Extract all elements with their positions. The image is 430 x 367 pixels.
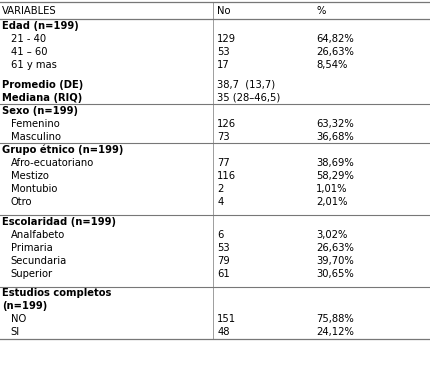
Text: 58,29%: 58,29% xyxy=(316,171,354,181)
Text: Otro: Otro xyxy=(11,197,32,207)
Text: 24,12%: 24,12% xyxy=(316,327,354,337)
Text: %: % xyxy=(316,6,326,16)
Text: Primaria: Primaria xyxy=(11,243,52,252)
Text: 2: 2 xyxy=(217,184,224,194)
Text: Grupo étnico (n=199): Grupo étnico (n=199) xyxy=(2,145,123,155)
Text: No: No xyxy=(217,6,230,16)
Text: VARIABLES: VARIABLES xyxy=(2,6,57,16)
Text: (n=199): (n=199) xyxy=(2,301,47,311)
Text: 53: 53 xyxy=(217,243,230,252)
Text: Estudios completos: Estudios completos xyxy=(2,288,111,298)
Text: 61: 61 xyxy=(217,269,230,279)
Text: 79: 79 xyxy=(217,256,230,266)
Text: 116: 116 xyxy=(217,171,236,181)
Text: Escolaridad (n=199): Escolaridad (n=199) xyxy=(2,217,116,226)
Text: Superior: Superior xyxy=(11,269,53,279)
Text: 36,68%: 36,68% xyxy=(316,132,354,142)
Text: 1,01%: 1,01% xyxy=(316,184,347,194)
Text: SI: SI xyxy=(11,327,20,337)
Text: Edad (n=199): Edad (n=199) xyxy=(2,21,79,31)
Text: 17: 17 xyxy=(217,60,230,70)
Text: 77: 77 xyxy=(217,158,230,168)
Text: Afro-ecuatoriano: Afro-ecuatoriano xyxy=(11,158,94,168)
Text: 48: 48 xyxy=(217,327,230,337)
Text: 21 - 40: 21 - 40 xyxy=(11,34,46,44)
Text: Promedio (DE): Promedio (DE) xyxy=(2,80,83,90)
Text: 30,65%: 30,65% xyxy=(316,269,354,279)
Text: 64,82%: 64,82% xyxy=(316,34,354,44)
Text: 151: 151 xyxy=(217,315,236,324)
Text: Masculino: Masculino xyxy=(11,132,61,142)
Text: Secundaria: Secundaria xyxy=(11,256,67,266)
Text: NO: NO xyxy=(11,315,26,324)
Text: Mediana (RIQ): Mediana (RIQ) xyxy=(2,93,83,103)
Text: Sexo (n=199): Sexo (n=199) xyxy=(2,106,78,116)
Text: 73: 73 xyxy=(217,132,230,142)
Text: 129: 129 xyxy=(217,34,236,44)
Text: 41 – 60: 41 – 60 xyxy=(11,47,47,57)
Text: 6: 6 xyxy=(217,230,224,240)
Text: 3,02%: 3,02% xyxy=(316,230,347,240)
Text: 35 (28–46,5): 35 (28–46,5) xyxy=(217,93,280,103)
Text: 26,63%: 26,63% xyxy=(316,47,354,57)
Text: Mestizo: Mestizo xyxy=(11,171,49,181)
Text: 38,7  (13,7): 38,7 (13,7) xyxy=(217,80,275,90)
Text: 39,70%: 39,70% xyxy=(316,256,354,266)
Text: 26,63%: 26,63% xyxy=(316,243,354,252)
Text: 2,01%: 2,01% xyxy=(316,197,347,207)
Text: Femenino: Femenino xyxy=(11,119,59,129)
Text: 63,32%: 63,32% xyxy=(316,119,354,129)
Text: Montubio: Montubio xyxy=(11,184,57,194)
Text: 126: 126 xyxy=(217,119,236,129)
Text: 75,88%: 75,88% xyxy=(316,315,354,324)
Text: 53: 53 xyxy=(217,47,230,57)
Text: 4: 4 xyxy=(217,197,224,207)
Text: 38,69%: 38,69% xyxy=(316,158,354,168)
Text: 8,54%: 8,54% xyxy=(316,60,347,70)
Text: Analfabeto: Analfabeto xyxy=(11,230,65,240)
Text: 61 y mas: 61 y mas xyxy=(11,60,57,70)
